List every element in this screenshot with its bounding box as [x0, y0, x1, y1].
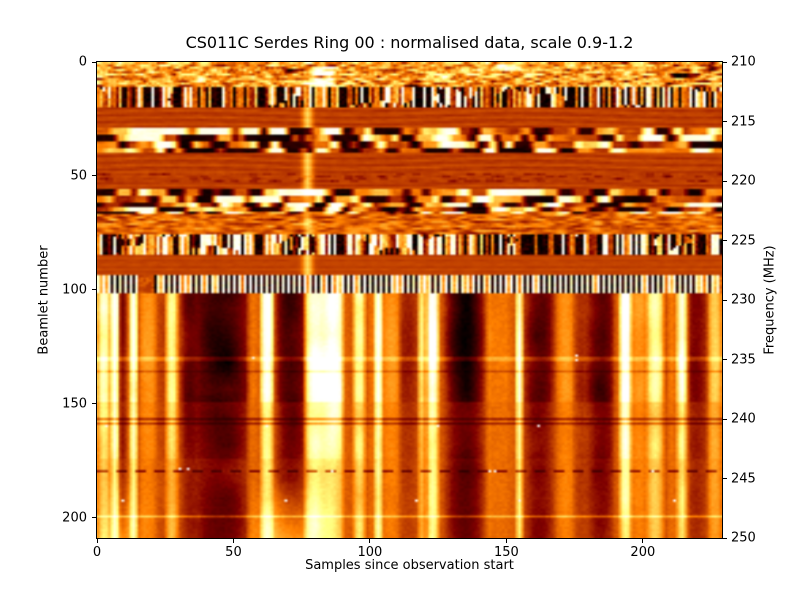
x-tick: [642, 539, 644, 543]
y-tick-label-left: 200: [62, 510, 87, 525]
x-tick: [232, 539, 234, 543]
x-tick-label: 200: [630, 545, 656, 560]
x-tick-label: 50: [225, 545, 242, 560]
y-tick-label-left: 0: [78, 54, 87, 70]
x-tick-label: 0: [92, 545, 102, 560]
y-tick-right: [723, 180, 727, 182]
x-axis-label: Samples since observation start: [305, 558, 514, 573]
y-tick-label-right: 240: [731, 411, 756, 427]
y-tick-right: [723, 61, 727, 63]
y-tick-left: [92, 175, 96, 177]
plot-frame: [96, 61, 723, 539]
y-tick-right: [723, 240, 727, 241]
y-tick-label-left: 50: [70, 168, 87, 184]
y-tick-left: [92, 289, 96, 291]
y-axis-label-left: Beamlet number: [36, 245, 52, 355]
x-tick: [505, 539, 507, 543]
y-axis-label-right: Frequency (MHz): [762, 245, 778, 355]
y-tick-right: [723, 299, 727, 301]
x-tick-label: 100: [357, 545, 383, 560]
y-tick-left: [92, 517, 96, 518]
chart-title: CS011C Serdes Ring 00 : normalised data,…: [185, 33, 634, 52]
heatmap-image: [97, 62, 722, 538]
y-tick-label-right: 210: [731, 54, 756, 70]
y-tick-label-right: 225: [731, 233, 756, 248]
y-tick-label-right: 230: [731, 292, 756, 308]
x-tick: [96, 539, 98, 543]
y-tick-right: [723, 121, 727, 122]
y-tick-right: [723, 359, 727, 360]
y-tick-label-right: 235: [731, 352, 756, 367]
y-tick-label-right: 245: [731, 471, 756, 486]
x-tick-label: 150: [493, 545, 519, 560]
y-tick-label-left: 100: [62, 282, 87, 298]
y-tick-right: [723, 418, 727, 420]
y-tick-label-right: 220: [731, 173, 756, 189]
y-tick-label-right: 215: [731, 114, 756, 129]
x-tick: [369, 539, 371, 543]
y-tick-left: [92, 61, 96, 63]
y-tick-label-right: 250: [731, 530, 756, 546]
y-tick-right: [723, 478, 727, 479]
y-tick-left: [92, 403, 96, 405]
y-tick-label-left: 150: [62, 396, 87, 412]
y-tick-right: [723, 537, 727, 539]
